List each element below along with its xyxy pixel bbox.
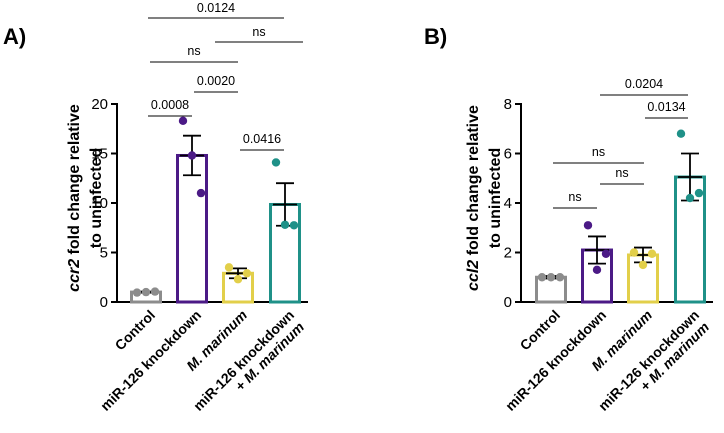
data-point: [592, 265, 602, 275]
y-tick-label: 4: [504, 195, 512, 212]
data-point: [583, 221, 593, 230]
panel-a: A) ccr2 fold change relative to uninfected…: [3, 1, 308, 414]
comparison-label: ns: [615, 166, 628, 180]
y-tick-label: 0: [100, 294, 108, 311]
x-category-label: Control: [517, 307, 564, 354]
data-point: [187, 151, 197, 160]
data-point: [676, 129, 686, 138]
y-tick-label: 6: [504, 146, 512, 163]
comparison-label: 0.0020: [197, 74, 235, 88]
y-tick-label: 10: [91, 195, 108, 212]
data-point: [224, 263, 234, 272]
y-axis-label-line2: to uninfected: [487, 148, 504, 248]
comparison-label: ns: [592, 145, 605, 159]
data-point: [638, 260, 648, 270]
comparison-label: 0.0416: [243, 132, 281, 146]
panel-letter: B): [424, 24, 447, 49]
y-tick-label: 5: [100, 245, 108, 262]
comparison-label: 0.0134: [647, 100, 685, 114]
data-point: [647, 249, 657, 258]
data-point: [242, 269, 252, 278]
panel-b: B) ccl2 fold change relative to uninfected…: [424, 24, 713, 414]
y-tick-label: 20: [91, 96, 108, 113]
bar: [176, 153, 208, 304]
data-point: [132, 288, 142, 297]
data-point: [601, 249, 611, 258]
y-axis-label: ccr2 fold change relative: [66, 104, 83, 292]
y-axis-label-text: fold change relative: [66, 104, 83, 259]
y-axis-label: ccl2 fold change relative: [465, 105, 482, 291]
y-tick-label: 2: [504, 245, 512, 262]
x-category-label: Control: [112, 307, 159, 354]
data-point: [141, 287, 151, 297]
comparison-label: 0.0008: [151, 98, 189, 112]
data-point: [280, 220, 290, 229]
y-tick-label: 15: [91, 146, 108, 163]
y-tick-label: 0: [504, 294, 512, 311]
data-point: [546, 273, 556, 282]
data-point: [629, 248, 639, 257]
data-point: [196, 188, 206, 198]
y-axis-label-line2: to uninfected: [88, 148, 105, 248]
data-point: [289, 221, 299, 230]
y-tick-label: 8: [504, 96, 512, 113]
y-axis-label-gene: ccl2: [465, 260, 482, 291]
y-axis-label-gene: ccr2: [66, 259, 83, 292]
data-point: [178, 116, 188, 126]
data-point: [537, 273, 547, 282]
data-point: [150, 287, 160, 296]
data-point: [685, 193, 695, 203]
data-point: [233, 275, 243, 284]
y-axis-label-text: fold change relative: [465, 105, 482, 260]
comparison-label: ns: [187, 44, 200, 58]
comparison-label: ns: [252, 25, 265, 39]
comparison-label: ns: [568, 190, 581, 204]
data-point: [555, 273, 565, 282]
panel-letter: A): [3, 24, 26, 49]
data-point: [271, 158, 281, 167]
comparison-label: 0.0204: [625, 77, 663, 91]
data-point: [694, 188, 704, 198]
comparison-label: 0.0124: [197, 1, 235, 15]
